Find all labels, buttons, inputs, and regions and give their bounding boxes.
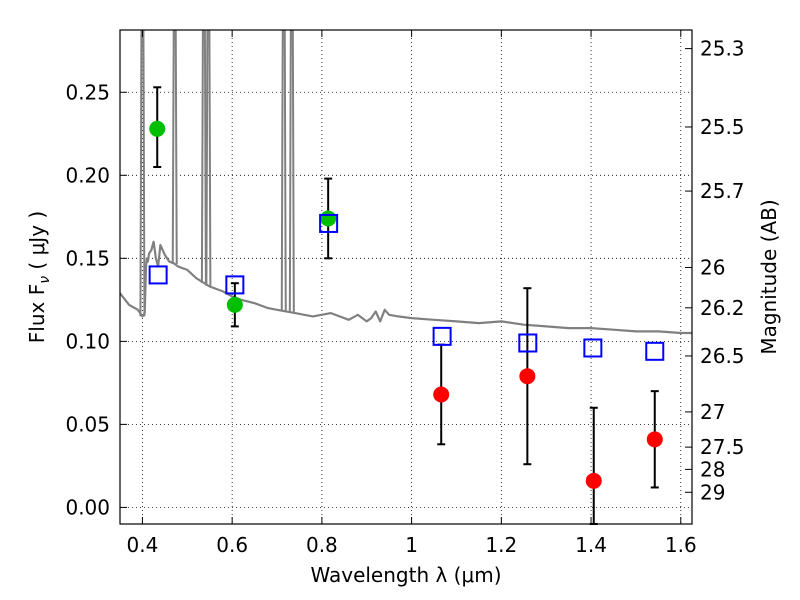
y-axis-title-unit: ( μJy ): [25, 211, 49, 276]
y-axis-title-group: Flux Fν ( μJy ): [25, 211, 53, 343]
model-square: [583, 338, 603, 358]
emission-line: [288, 29, 295, 313]
y-tick-label: 0.20: [65, 163, 110, 187]
mag-tick-label: 27: [700, 400, 725, 424]
data-point: [646, 431, 663, 448]
y-tick-label: 0.10: [65, 329, 110, 353]
y-tick-label: 0.15: [65, 246, 110, 270]
model-sed-line: [119, 240, 692, 335]
data-point: [226, 296, 243, 313]
x-axis-title: Wavelength λ (μm): [310, 563, 501, 587]
y-tick-label: 0.25: [65, 80, 110, 104]
mag-tick-label: 26.2: [700, 296, 745, 320]
mag-tick-label: 26: [700, 255, 725, 279]
model-sed: [119, 29, 692, 335]
model-square: [518, 333, 538, 353]
data-point: [519, 368, 536, 385]
y-tick-label: 0.05: [65, 412, 110, 436]
model-square: [319, 213, 339, 233]
data-point: [585, 472, 602, 489]
mag-tick-label: 29: [700, 480, 725, 504]
x-tick-label: 0.6: [216, 533, 248, 557]
data-points: [148, 86, 665, 525]
emission-line: [205, 29, 212, 286]
y2-axis-title: Magnitude (AB): [757, 199, 781, 354]
grid: [120, 30, 692, 524]
data-point: [149, 120, 166, 137]
model-square: [225, 275, 245, 295]
mag-tick-label: 25.3: [700, 37, 745, 61]
emission-line: [280, 29, 287, 312]
y-axis: 0.00 0.05 0.10 0.15 0.20 0.25: [65, 80, 127, 519]
x-tick-label: 0.8: [306, 533, 338, 557]
data-point: [320, 210, 337, 227]
y-axis-title-sub: ν: [37, 276, 53, 284]
x-tick-label: 1.6: [665, 533, 697, 557]
data-point: [433, 386, 450, 403]
y2-axis-title-group: Magnitude (AB): [757, 199, 781, 354]
mag-tick-label: 28: [700, 457, 725, 481]
y-axis-title: Flux Fν ( μJy ): [25, 211, 53, 343]
model-square: [645, 341, 665, 361]
model-square: [432, 326, 452, 346]
model-square: [148, 265, 168, 285]
mag-tick-label: 25.5: [700, 115, 745, 139]
emission-line: [171, 29, 178, 264]
x-tick-label: 1: [405, 533, 418, 557]
plot-background: [120, 30, 692, 524]
x-axis: 0.4 0.6 0.8 1 1.2 1.4 1.6: [127, 30, 697, 557]
y-tick-label: 0.00: [65, 495, 110, 519]
x-tick-label: 1.4: [575, 533, 607, 557]
emission-line: [139, 29, 146, 317]
y-axis-title-main: Flux F: [25, 284, 49, 343]
plot-frame: [119, 29, 693, 525]
x-tick-label: 1.2: [485, 533, 517, 557]
mag-tick-label: 27.5: [700, 435, 745, 459]
mag-tick-label: 26.5: [700, 344, 745, 368]
x-tick-label: 0.4: [127, 533, 159, 557]
mag-tick-label: 25.7: [700, 179, 745, 203]
